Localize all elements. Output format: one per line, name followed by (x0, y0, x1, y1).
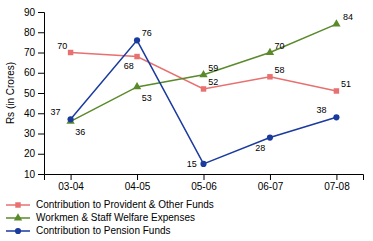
data-label: 70 (57, 41, 67, 51)
data-label: 37 (51, 107, 61, 117)
point-marker (267, 74, 272, 79)
y-tick: 60 (24, 67, 44, 78)
y-tick-mark (38, 93, 44, 94)
point-marker (67, 116, 73, 122)
point-marker (66, 117, 74, 124)
point-marker (201, 86, 206, 91)
y-tick-label: 80 (24, 27, 36, 38)
y-axis: 10 20 30 40 50 60 70 80 90 (24, 7, 45, 180)
data-label: 52 (208, 77, 218, 87)
y-tick-label: 90 (24, 7, 36, 18)
plot: 03-04 04-05 05-06 06-07 07-08 10 20 30 40 50 60 70 8… (24, 7, 364, 192)
y-tick-label: 30 (24, 128, 36, 139)
series (68, 50, 339, 94)
y-tick-mark (38, 174, 44, 175)
marks (66, 19, 340, 167)
point-marker (334, 88, 339, 93)
series (66, 19, 340, 123)
legend-label: Contribution to Provident & Other Funds (36, 199, 214, 210)
y-tick: 70 (24, 47, 44, 58)
series (67, 37, 339, 167)
point-marker (134, 54, 139, 59)
x-tick-mark (270, 174, 271, 180)
chart: 03-04 04-05 05-06 06-07 07-08 10 20 30 40 50 60 70 8… (0, 0, 373, 241)
data-label: 38 (316, 105, 326, 115)
legend-item: Contribution to Provident & Other Funds (6, 199, 214, 210)
x-tick-mark (71, 174, 72, 180)
x-tick-mark (204, 174, 205, 180)
point-marker (266, 48, 274, 55)
point-marker (134, 37, 140, 43)
x-axis: 03-04 04-05 05-06 06-07 07-08 (45, 174, 364, 192)
legend-label: Workmen & Staff Welfare Expenses (36, 212, 195, 223)
legend: Contribution to Provident & Other Funds W… (6, 199, 214, 236)
y-tick: 90 (24, 7, 44, 18)
y-tick-label: 70 (24, 47, 36, 58)
x-tick-mark (137, 174, 138, 180)
y-tick-label: 20 (24, 148, 36, 159)
y-tick-label: 10 (24, 169, 36, 180)
y-tick-mark (38, 154, 44, 155)
y-tick: 80 (24, 27, 44, 38)
point-marker (68, 50, 73, 55)
legend-marker (15, 228, 21, 234)
x-tick-label: 03-04 (58, 181, 84, 192)
y-tick-mark (38, 113, 44, 114)
y-tick-label: 50 (24, 88, 36, 99)
x-tick-label: 06-07 (258, 181, 284, 192)
x-tick-mark (336, 174, 337, 180)
y-tick-mark (38, 53, 44, 54)
y-axis-line (38, 13, 45, 175)
point-marker (267, 134, 273, 140)
point-marker (200, 161, 206, 167)
x-tick: 03-04 (58, 174, 84, 192)
legend-label: Contribution to Pension Funds (36, 225, 171, 236)
y-axis-title: Rs (in Crores) (5, 62, 16, 124)
x-axis-line (45, 175, 364, 181)
y-tick-mark (38, 32, 44, 33)
data-label: 59 (208, 63, 218, 73)
y-tick: 10 (24, 169, 44, 180)
x-tick-label: 04-05 (125, 181, 151, 192)
data-label: 84 (343, 12, 353, 22)
point-marker (332, 19, 340, 26)
point-marker (333, 114, 339, 120)
x-tick: 04-05 (125, 174, 151, 192)
y-tick-mark (38, 73, 44, 74)
y-tick: 40 (24, 108, 44, 119)
y-tick: 50 (24, 88, 44, 99)
point-marker (199, 70, 207, 77)
y-tick: 30 (24, 128, 44, 139)
data-label: 36 (75, 127, 85, 137)
data-label: 76 (142, 28, 152, 38)
data-label: 53 (142, 93, 152, 103)
x-tick-label: 05-06 (191, 181, 217, 192)
legend-item: Workmen & Staff Welfare Expenses (6, 212, 195, 223)
x-tick: 06-07 (258, 174, 284, 192)
data-label: 70 (275, 41, 285, 51)
y-tick-mark (38, 134, 44, 135)
y-tick: 20 (24, 148, 44, 159)
data-label: 28 (255, 143, 265, 153)
y-tick-mark (38, 12, 44, 13)
legend-marker (15, 202, 20, 207)
y-tick-label: 60 (24, 67, 36, 78)
data-label: 51 (341, 79, 351, 89)
legend-item: Contribution to Pension Funds (6, 225, 171, 236)
data-label: 58 (275, 65, 285, 75)
x-tick: 05-06 (191, 174, 217, 192)
point-marker (133, 82, 141, 89)
data-label: 15 (187, 159, 197, 169)
y-tick-label: 40 (24, 108, 36, 119)
data-labels: 70 68 52 58 51 36 53 59 70 84 37 76 15 28 38 (51, 12, 353, 169)
x-tick: 07-08 (324, 174, 350, 192)
legend-marker (14, 213, 22, 220)
x-tick-label: 07-08 (324, 181, 350, 192)
data-label: 68 (124, 61, 134, 71)
series-line (71, 40, 337, 164)
